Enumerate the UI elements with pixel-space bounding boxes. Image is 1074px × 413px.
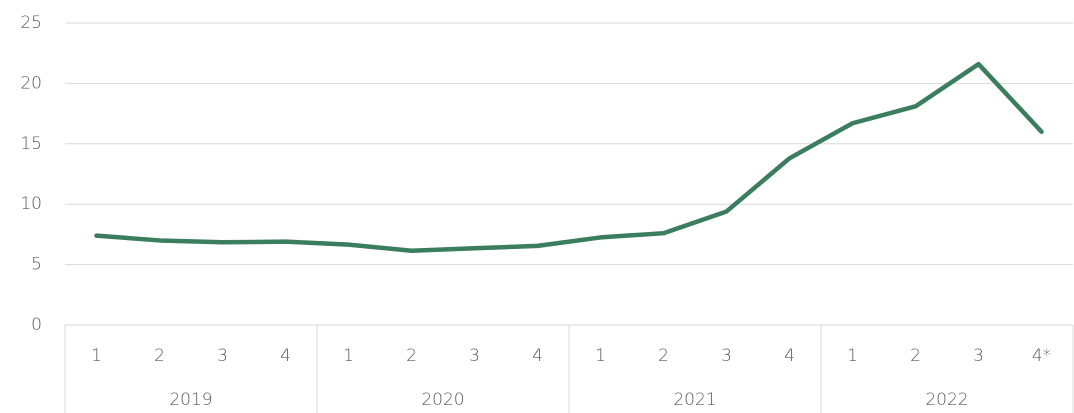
y-tick-label: 10: [20, 194, 42, 214]
group-label: 2020: [421, 390, 464, 410]
x-tick-label: 4: [532, 346, 543, 366]
x-tick-label: 2: [910, 346, 921, 366]
x-tick-label: 4*: [1032, 346, 1051, 366]
y-tick-label: 5: [31, 255, 42, 275]
x-tick-label: 1: [343, 346, 354, 366]
y-tick-label: 0: [31, 315, 42, 335]
x-tick-label: 3: [973, 346, 984, 366]
y-tick-label: 20: [20, 73, 42, 93]
x-tick-label: 3: [469, 346, 480, 366]
x-tick-label: 4: [784, 346, 795, 366]
data-line: [94, 61, 1044, 253]
x-tick-label: 2: [154, 346, 165, 366]
x-tick-label: 3: [217, 346, 228, 366]
y-tick-label: 15: [20, 134, 42, 154]
x-tick-label: 3: [721, 346, 732, 366]
group-label: 2019: [169, 390, 212, 410]
group-label: 2022: [925, 390, 968, 410]
x-tick-label: 1: [847, 346, 858, 366]
x-tick-label: 4: [280, 346, 291, 366]
x-tick-label: 2: [406, 346, 417, 366]
x-tick-label: 2: [658, 346, 669, 366]
y-tick-label: 25: [20, 13, 42, 33]
x-tick-label: 1: [595, 346, 606, 366]
group-label: 2021: [673, 390, 716, 410]
x-tick-label: 1: [91, 346, 102, 366]
